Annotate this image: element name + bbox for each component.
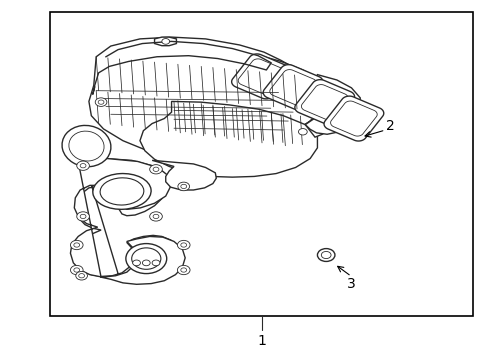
Ellipse shape (149, 212, 162, 221)
Ellipse shape (149, 165, 162, 174)
Ellipse shape (152, 260, 160, 266)
Polygon shape (152, 160, 216, 190)
Ellipse shape (62, 125, 111, 167)
Ellipse shape (93, 174, 151, 209)
Polygon shape (305, 75, 360, 134)
Ellipse shape (178, 182, 189, 191)
Ellipse shape (125, 244, 166, 274)
Polygon shape (263, 65, 322, 109)
Ellipse shape (177, 265, 190, 275)
Ellipse shape (76, 271, 87, 280)
Ellipse shape (317, 249, 334, 261)
Bar (50, 12, 472, 316)
Ellipse shape (70, 240, 83, 249)
Ellipse shape (132, 260, 140, 266)
Ellipse shape (177, 240, 190, 249)
Polygon shape (294, 80, 354, 125)
Polygon shape (324, 96, 383, 141)
Text: 2: 2 (385, 120, 394, 134)
Polygon shape (140, 102, 317, 177)
Text: 1: 1 (257, 334, 265, 348)
Ellipse shape (162, 39, 169, 44)
Ellipse shape (70, 265, 83, 275)
Ellipse shape (142, 260, 150, 266)
Polygon shape (264, 57, 341, 137)
Polygon shape (231, 54, 291, 99)
Polygon shape (70, 158, 185, 284)
Ellipse shape (95, 98, 107, 107)
Polygon shape (154, 37, 176, 46)
Ellipse shape (298, 129, 306, 135)
Ellipse shape (77, 161, 89, 170)
Ellipse shape (77, 212, 89, 221)
Polygon shape (89, 37, 324, 161)
Text: 3: 3 (346, 276, 355, 291)
Polygon shape (73, 158, 180, 283)
